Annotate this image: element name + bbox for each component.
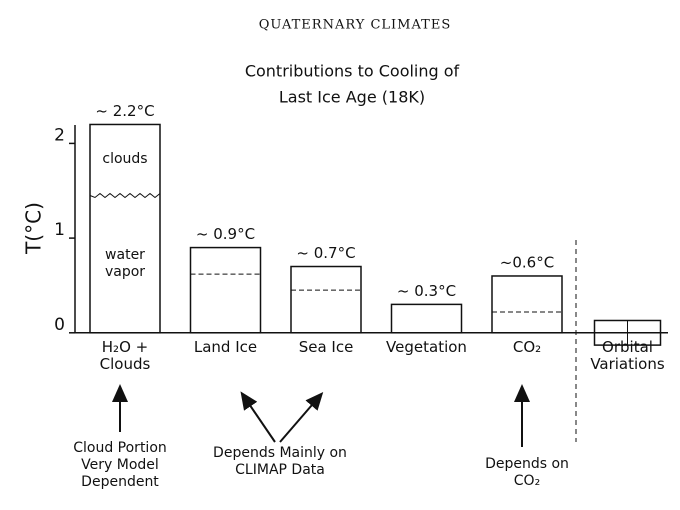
chart-title: Last Ice Age (18K) (279, 88, 425, 107)
bar (390, 303, 463, 334)
annotation: Depends Mainly on CLIMAP Data (213, 445, 347, 478)
header: QUATERNARY CLIMATES (259, 18, 451, 33)
bar (89, 123, 161, 334)
x-tick-label: Orbital Variations (590, 337, 665, 373)
x-tick-label: Sea Ice (298, 337, 354, 356)
segment-label: water vapor (104, 247, 146, 281)
y-tick-label: 1 (54, 220, 65, 240)
bar (189, 246, 262, 334)
annotation: Cloud Portion Very Model Dependent (73, 440, 167, 490)
bar (290, 265, 362, 334)
segment-label: clouds (102, 150, 148, 167)
value-label: ~ 2.2°C (95, 102, 154, 120)
arrow (240, 391, 276, 443)
bar (491, 275, 563, 334)
x-tick-label: H₂O + Clouds (99, 337, 151, 373)
x-tick-label: Vegetation (386, 337, 467, 356)
y-axis-label: T(°C) (22, 202, 46, 255)
arrow (279, 391, 324, 443)
value-label: ~ 0.3°C (397, 282, 456, 300)
x-tick-label: CO₂ (512, 337, 542, 356)
annotation: Depends on CO₂ (485, 456, 569, 489)
y-tick-label: 2 (54, 125, 65, 145)
x-tick-label: Land Ice (193, 337, 258, 356)
value-label: ~ 0.9°C (196, 225, 255, 243)
value-label: ~0.6°C (500, 253, 554, 271)
segment-boundary (89, 192, 161, 199)
y-tick-label: 0 (54, 315, 65, 335)
value-label: ~ 0.7°C (296, 244, 355, 262)
chart-title: Contributions to Cooling of (245, 62, 460, 81)
